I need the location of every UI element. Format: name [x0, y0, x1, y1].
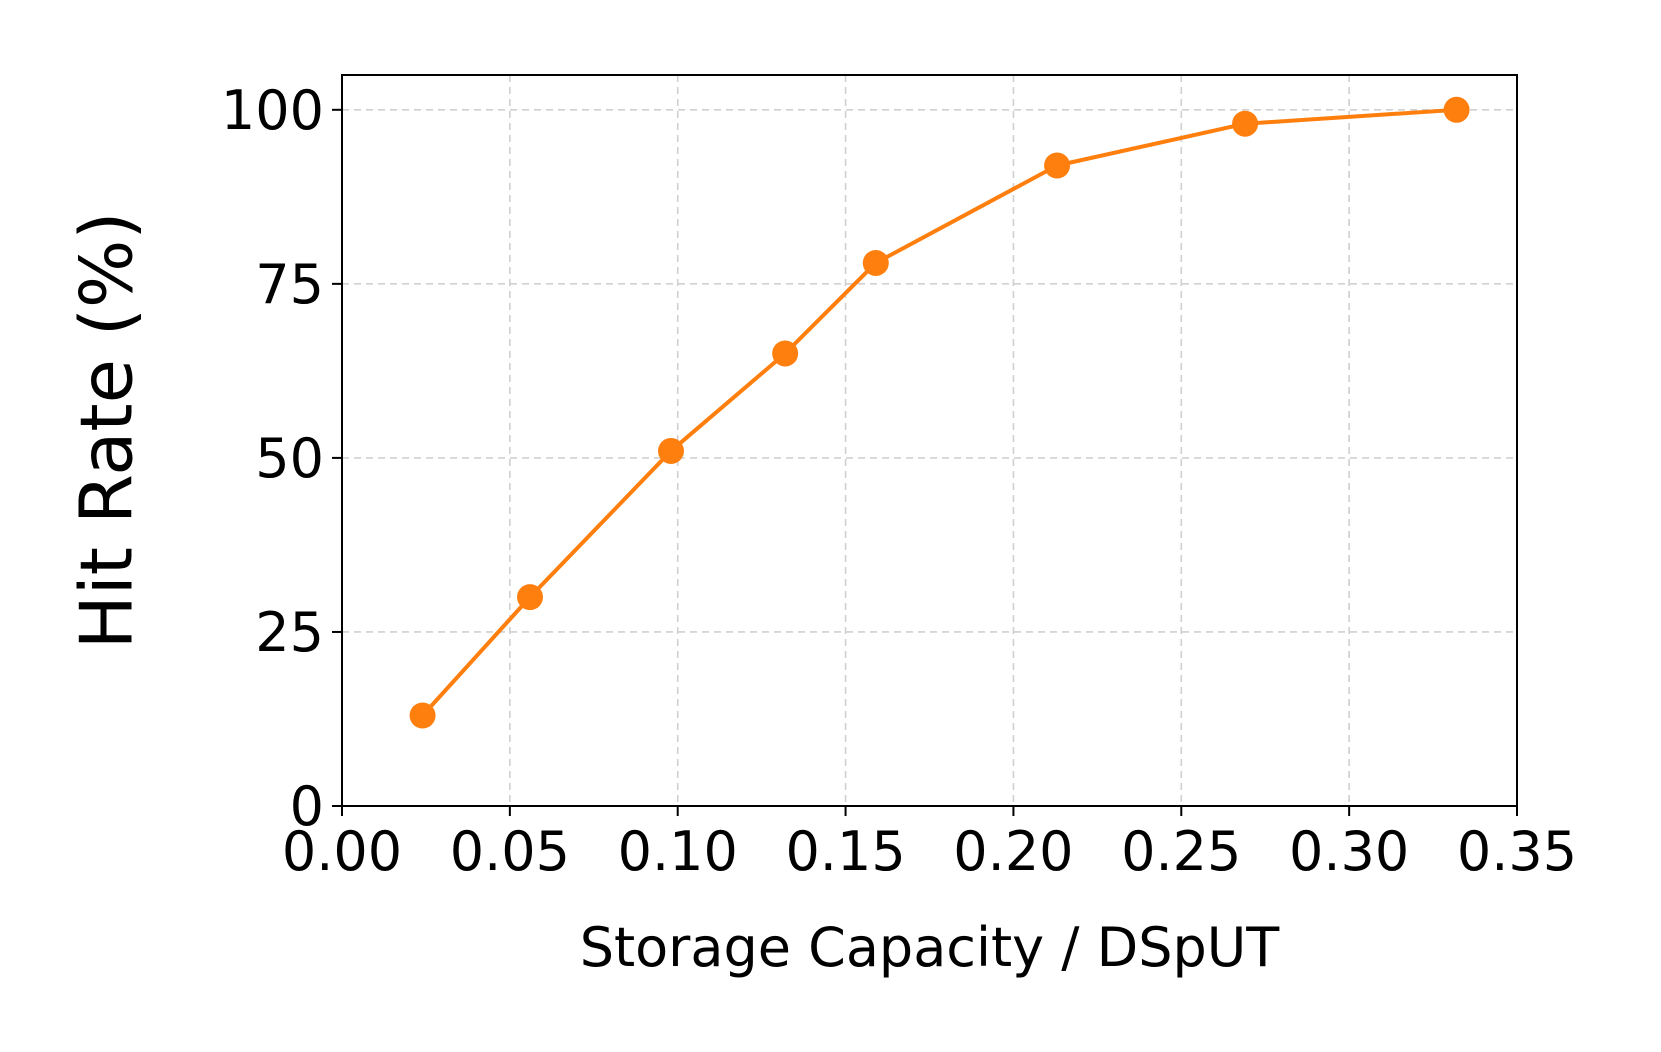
y-tick-label: 25: [255, 601, 324, 664]
x-tick-label: 0.25: [1121, 820, 1241, 883]
x-tick-label: 0.10: [618, 820, 738, 883]
y-axis-ticks: 0 25 50 75 100: [221, 79, 342, 838]
data-point: [409, 702, 436, 729]
grid: [341, 75, 1518, 807]
series-layer: [409, 96, 1470, 729]
y-tick-label: 75: [255, 253, 324, 316]
data-point: [658, 437, 684, 464]
data-point: [862, 249, 889, 276]
y-axis-label: Hit Rate (%): [65, 212, 149, 650]
x-tick-label: 0.30: [1289, 820, 1409, 883]
y-tick-label: 100: [221, 79, 324, 142]
x-tick-label: 0.35: [1457, 820, 1577, 883]
series-line: [421, 107, 1457, 717]
plot-frame: [341, 74, 1518, 807]
x-tick-label: 0.20: [953, 820, 1073, 883]
x-tick-label: 0.15: [785, 820, 905, 883]
data-point: [1044, 152, 1071, 179]
x-tick-label: 0.05: [450, 820, 570, 883]
y-tick-label: 50: [255, 427, 324, 490]
x-axis-ticks: 0.00 0.05 0.10 0.15 0.20 0.25 0.30 0.35: [282, 806, 1577, 883]
data-point: [1232, 110, 1259, 137]
y-tick-label: 0: [290, 775, 324, 838]
x-axis-label: Storage Capacity / DSpUT: [580, 916, 1281, 979]
x-tick-label: 0.00: [282, 820, 402, 883]
data-point: [772, 340, 799, 367]
data-point: [1443, 96, 1470, 123]
data-point: [517, 584, 543, 611]
